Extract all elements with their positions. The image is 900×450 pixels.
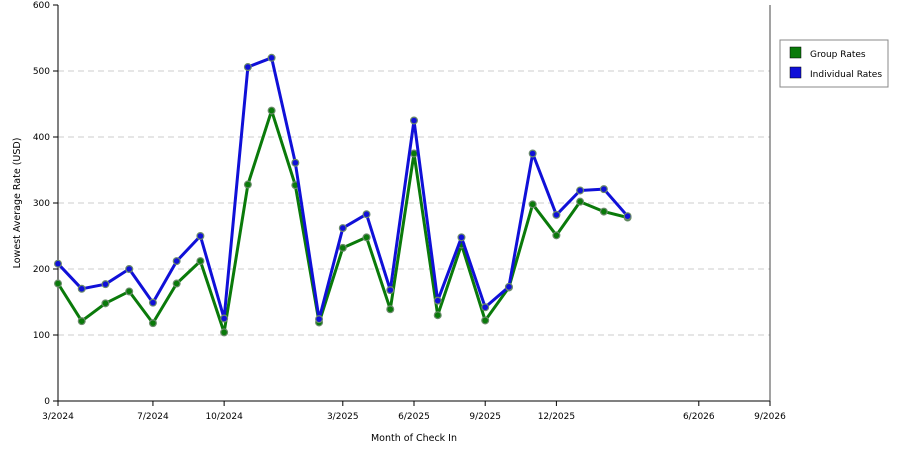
- data-point-group-rates: [362, 233, 371, 242]
- data-point-group-rates: [576, 197, 585, 206]
- x-tick-label-6/2026: 6/2026: [683, 412, 715, 422]
- data-point-individual-rates: [53, 259, 62, 268]
- data-point-group-rates: [599, 207, 608, 216]
- data-point-individual-rates: [243, 63, 252, 72]
- data-point-individual-rates: [220, 314, 229, 323]
- y-axis-title: Lowest Average Rate (USD): [12, 138, 23, 269]
- x-tick-label-6/2025: 6/2025: [398, 412, 430, 422]
- data-point-group-rates: [410, 149, 419, 158]
- data-point-group-rates: [386, 305, 395, 314]
- legend-label-individual-rates: Individual Rates: [810, 70, 882, 80]
- legend: Group Rates Individual Rates: [779, 39, 889, 88]
- data-point-individual-rates: [552, 210, 561, 219]
- data-point-individual-rates: [481, 303, 490, 312]
- data-point-individual-rates: [599, 185, 608, 194]
- data-point-individual-rates: [433, 296, 442, 305]
- data-point-individual-rates: [125, 265, 134, 274]
- data-point-group-rates: [528, 200, 537, 209]
- data-point-group-rates: [53, 279, 62, 288]
- data-point-individual-rates: [148, 298, 157, 307]
- series-individual-rates: [53, 53, 632, 324]
- data-point-group-rates: [148, 319, 157, 328]
- data-point-individual-rates: [623, 212, 632, 221]
- x-axis-title: Month of Check In: [371, 433, 457, 444]
- data-point-group-rates: [196, 257, 205, 266]
- data-point-group-rates: [552, 231, 561, 240]
- data-point-group-rates: [433, 311, 442, 320]
- x-tick-label-9/2026: 9/2026: [754, 412, 786, 422]
- y-tick-label-300: 300: [33, 199, 50, 209]
- data-point-individual-rates: [291, 158, 300, 167]
- y-tick-label-0: 0: [44, 397, 50, 407]
- data-point-individual-rates: [77, 284, 86, 293]
- data-point-individual-rates: [101, 280, 110, 289]
- data-point-individual-rates: [315, 315, 324, 324]
- x-tick-label-9/2025: 9/2025: [469, 412, 501, 422]
- y-tick-label-400: 400: [33, 133, 50, 143]
- data-point-individual-rates: [386, 286, 395, 295]
- data-point-individual-rates: [410, 116, 419, 125]
- x-tick-label-10/2024: 10/2024: [205, 412, 243, 422]
- legend-box: [779, 39, 889, 88]
- data-point-individual-rates: [528, 149, 537, 158]
- y-tick-label-100: 100: [33, 331, 50, 341]
- data-point-group-rates: [481, 316, 490, 325]
- data-point-individual-rates: [457, 233, 466, 242]
- data-point-individual-rates: [576, 186, 585, 195]
- axes: [53, 4, 771, 406]
- data-point-individual-rates: [196, 232, 205, 241]
- grid-lines: [58, 5, 770, 401]
- x-tick-label-12/2025: 12/2025: [538, 412, 575, 422]
- data-point-group-rates: [220, 328, 229, 337]
- data-point-group-rates: [338, 243, 347, 252]
- y-tick-label-200: 200: [33, 265, 50, 275]
- x-tick-label-7/2024: 7/2024: [137, 412, 169, 422]
- data-point-individual-rates: [172, 257, 181, 266]
- series-lines: [53, 53, 632, 337]
- x-tick-label-3/2024: 3/2024: [42, 412, 74, 422]
- data-point-group-rates: [172, 279, 181, 288]
- data-point-group-rates: [125, 287, 134, 296]
- legend-swatch-group-rates: [789, 46, 802, 59]
- tick-labels: 0 100 200 300 400 500 600 3/2024 7/2024 10/2024 3/…: [33, 1, 786, 422]
- data-point-group-rates: [267, 106, 276, 115]
- y-tick-label-600: 600: [33, 1, 50, 11]
- data-point-group-rates: [101, 299, 110, 308]
- data-point-group-rates: [77, 317, 86, 326]
- data-point-group-rates: [243, 180, 252, 189]
- data-point-individual-rates: [504, 282, 513, 291]
- y-tick-label-500: 500: [33, 67, 50, 77]
- data-point-individual-rates: [267, 53, 276, 62]
- data-point-individual-rates: [362, 210, 371, 219]
- legend-swatch-individual-rates: [789, 66, 802, 79]
- x-tick-label-3/2025: 3/2025: [327, 412, 359, 422]
- data-point-individual-rates: [338, 224, 347, 233]
- legend-label-group-rates: Group Rates: [810, 50, 866, 60]
